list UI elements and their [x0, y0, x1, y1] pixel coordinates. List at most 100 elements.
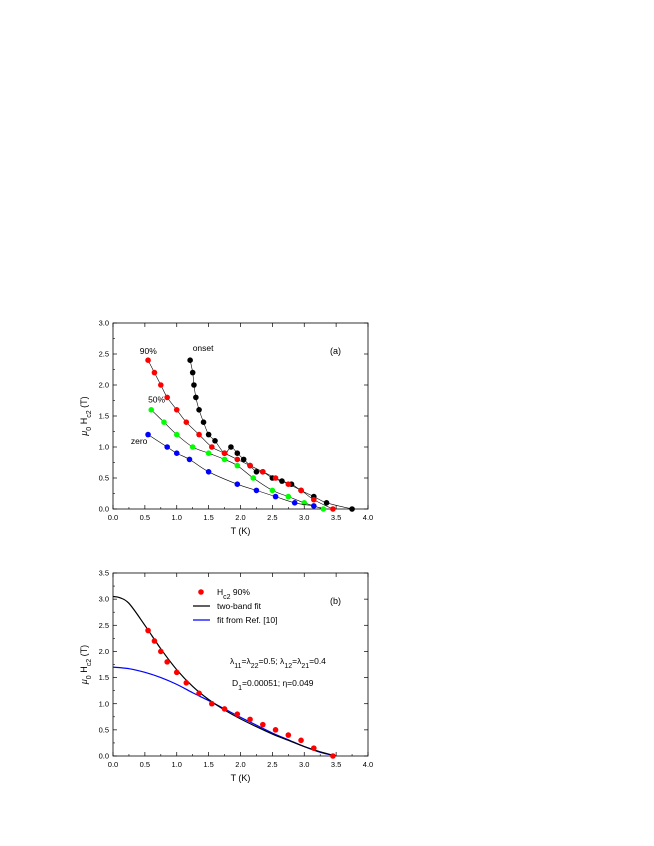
legend-label-two-band: two-band fit	[217, 601, 262, 611]
text-subscript: c2	[86, 410, 93, 418]
data-point-hc2-90	[151, 638, 158, 644]
x-tick-label: 4.0	[363, 760, 373, 769]
text-span: =0.4	[309, 656, 326, 666]
y-axis-title: μ0 Hc2 (T)	[79, 396, 93, 436]
data-point-onset	[228, 444, 234, 450]
text-subscript: 22	[251, 663, 259, 670]
x-tick-label: 1.0	[172, 513, 182, 522]
data-point-hc2-90	[298, 737, 304, 744]
text-span: =λ	[292, 656, 302, 666]
y-tick-label: 1.0	[99, 443, 109, 452]
y-tick-label: 2.0	[99, 647, 109, 656]
data-point-90%	[196, 431, 202, 438]
data-point-50%	[148, 407, 155, 413]
data-point-50%	[269, 487, 276, 494]
y-axis-title: μ0 Hc2 (T)	[79, 645, 93, 685]
data-point-90%	[311, 496, 317, 503]
data-point-onset	[240, 456, 247, 463]
series-label: zero	[131, 436, 148, 446]
data-point-90%	[221, 450, 228, 457]
data-point-hc2-90	[311, 745, 317, 751]
chart-panel-b: 0.0 0.5 1.0 1.5 2.0 2.5 3.0 3.5 4.0 0.0 0.5 1.0 1.5 2…	[79, 569, 373, 783]
legend-label-hc2-90: Hc2 90%	[217, 587, 250, 601]
data-point-90%	[145, 357, 151, 364]
text-span: H	[217, 587, 223, 597]
x-tick-label: 0.0	[108, 513, 118, 522]
data-point-90%	[173, 407, 180, 413]
text-span: 90%	[231, 587, 251, 597]
series-line-zero	[147, 434, 314, 507]
data-point-zero	[173, 450, 180, 457]
data-point-hc2-90	[330, 753, 336, 759]
data-point-90%	[158, 382, 164, 388]
y-tick-label: 2.5	[99, 621, 109, 630]
data-point-onset	[234, 450, 241, 457]
data-point-50%	[250, 475, 257, 481]
panel-label: (a)	[330, 346, 341, 356]
data-point-zero	[234, 481, 241, 488]
x-tick-label: 4.0	[363, 513, 373, 522]
fit-parameter-annotation: λ11=λ22=0.5; λ12=λ21=0.4	[230, 656, 326, 670]
data-point-onset	[189, 369, 196, 376]
x-tick-label: 1.0	[172, 760, 182, 769]
data-point-50%	[285, 493, 292, 500]
x-tick-label: 3.0	[299, 760, 309, 769]
series-line-two-band-fit	[113, 595, 337, 756]
data-point-hc2-90	[158, 648, 164, 655]
data-point-hc2-90	[164, 659, 170, 665]
data-point-50%	[221, 456, 228, 463]
data-point-zero	[253, 487, 260, 494]
panel-label: (b)	[330, 596, 341, 606]
data-point-hc2-90	[285, 732, 292, 738]
series-label: onset	[193, 343, 214, 353]
text-span: =0.5; λ	[259, 656, 286, 666]
data-point-onset	[205, 431, 212, 438]
data-point-50%	[173, 431, 180, 438]
y-tick-label: 3.0	[99, 319, 109, 328]
text-subscript: 1	[238, 685, 242, 692]
text-subscript: 21	[301, 663, 309, 670]
x-tick-label: 3.5	[331, 513, 341, 522]
data-point-90%	[260, 469, 266, 475]
x-axis-title: T (K)	[231, 526, 251, 536]
data-point-90%	[285, 481, 292, 488]
x-tick-label: 0.0	[108, 760, 118, 769]
data-point-onset	[193, 394, 199, 401]
series-line-onset	[189, 360, 353, 509]
data-point-zero	[205, 469, 212, 475]
text-span: =0.00051; η=0.049	[242, 678, 314, 688]
data-point-hc2-90	[183, 680, 190, 686]
text-span: D	[232, 678, 238, 688]
data-point-zero	[291, 500, 298, 506]
chart-panel-a: 0.0 0.5 1.0 1.5 2.0 2.5 3.0 3.5 4.0 0.0 0.5 1.0 1.5 2…	[79, 319, 373, 536]
x-tick-label: 1.5	[203, 760, 213, 769]
legend-label-ref10: fit from Ref. [10]	[217, 615, 277, 625]
data-point-50%	[234, 462, 241, 469]
data-point-onset	[212, 438, 218, 444]
data-point-onset	[191, 382, 197, 388]
legend-marker-hc2-90	[198, 589, 204, 595]
x-tick-label: 0.5	[140, 513, 150, 522]
text-span: H	[79, 418, 89, 427]
y-tick-label: 2.0	[99, 381, 109, 390]
text-subscript: 11	[234, 663, 241, 670]
data-point-hc2-90	[173, 669, 180, 676]
data-point-zero	[164, 444, 170, 450]
data-point-90%	[164, 394, 170, 401]
data-point-hc2-90	[234, 711, 241, 717]
series-label: 50%	[148, 394, 165, 404]
text-span: H	[79, 666, 89, 675]
data-point-zero	[272, 493, 279, 500]
data-point-onset	[200, 419, 207, 426]
y-tick-label: 3.5	[99, 569, 109, 578]
data-point-90%	[298, 487, 304, 494]
data-point-hc2-90	[145, 627, 151, 634]
x-tick-label: 2.0	[235, 760, 245, 769]
data-point-zero	[186, 456, 193, 463]
fit-parameter-annotation: D1=0.00051; η=0.049	[232, 678, 314, 692]
data-point-zero	[311, 503, 317, 509]
x-tick-label: 3.5	[331, 760, 341, 769]
y-tick-label: 0.5	[99, 474, 109, 483]
x-tick-label: 0.5	[140, 760, 150, 769]
